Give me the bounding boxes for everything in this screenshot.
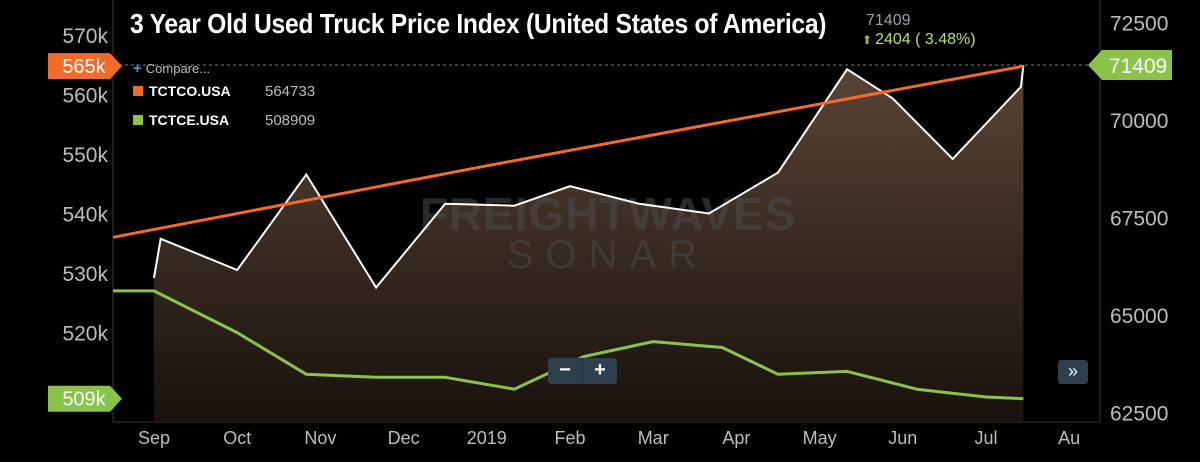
x-tick-label: Sep (138, 428, 170, 448)
index-line (153, 64, 1025, 290)
right-tick-label: 67500 (1110, 207, 1168, 230)
plus-icon: + (133, 60, 142, 77)
legend-value: 508909 (265, 111, 316, 129)
x-tick-label: Jun (888, 428, 917, 448)
legend-name: TCTCE.USA (149, 112, 230, 128)
tctce-last-value-flag-shape (48, 385, 122, 412)
x-tick-label: Apr (722, 428, 750, 448)
chart-title: 3 Year Old Used Truck Price Index (Unite… (130, 8, 827, 39)
compare-label: Compare... (145, 61, 211, 76)
watermark-line2: SONAR (507, 233, 709, 277)
header-change-value: 2404 (875, 31, 911, 48)
legend-swatch-orange (133, 86, 143, 96)
right-tick-label: 62500 (1110, 402, 1168, 425)
tctce-line (113, 289, 1024, 401)
index-last-value-flag-text: 71409 (1109, 55, 1167, 78)
left-tick-label: 520k (62, 323, 108, 346)
tctco-last-value-flag-text: 565k (62, 56, 106, 78)
tctce-last-value-flag: 509k (48, 385, 122, 412)
left-tick-label: 550k (62, 144, 108, 167)
left-tick-label: 530k (62, 263, 108, 286)
x-tick-label: May (803, 428, 837, 448)
right-tick-label: 65000 (1110, 305, 1168, 328)
index-area (154, 65, 1024, 422)
x-tick-label: 2019 (467, 428, 507, 448)
tctco-line (112, 64, 1024, 239)
right-tick-label: 70000 (1110, 110, 1168, 133)
compare-button[interactable]: + Compare... (133, 60, 210, 77)
right-tick-label: 72500 (1110, 13, 1168, 36)
header-change: ⬆ 2404 ( 3.48%) (862, 31, 976, 49)
zoom-controls: − + (548, 358, 617, 384)
left-tick-label: 570k (62, 25, 108, 48)
up-arrow-icon: ⬆ (862, 33, 873, 47)
x-tick-label: Dec (388, 428, 420, 448)
legend-swatch-green (133, 115, 143, 125)
header-change-pct: ( 3.48%) (915, 31, 976, 48)
zoom-in-button[interactable]: + (582, 358, 617, 384)
tctco-last-value-flag: 565k (48, 53, 122, 80)
pan-right-button[interactable]: » (1058, 360, 1088, 384)
tctce-last-value-flag-text: 509k (62, 389, 106, 411)
left-tick-label: 540k (62, 204, 108, 227)
x-tick-label: Feb (554, 428, 585, 448)
index-last-value-flag: 71409 (1088, 50, 1172, 81)
left-tick-label: 560k (62, 84, 108, 107)
legend-item-tctce[interactable]: TCTCE.USA 508909 (133, 111, 315, 129)
x-tick-label: Jul (974, 428, 997, 448)
legend-value: 564733 (265, 82, 316, 100)
zoom-out-button[interactable]: − (548, 358, 582, 384)
legend-item-tctco[interactable]: TCTCO.USA 564733 (133, 82, 315, 100)
x-tick-label: Mar (638, 428, 669, 448)
tctco-last-value-flag-shape (48, 53, 122, 80)
x-tick-label: Nov (304, 428, 336, 448)
header-price: 71409 (866, 12, 911, 29)
index-last-value-flag-shape (1088, 50, 1172, 81)
legend-name: TCTCO.USA (149, 83, 231, 99)
x-tick-label: Oct (223, 428, 251, 448)
x-tick-label: Au (1058, 428, 1080, 448)
